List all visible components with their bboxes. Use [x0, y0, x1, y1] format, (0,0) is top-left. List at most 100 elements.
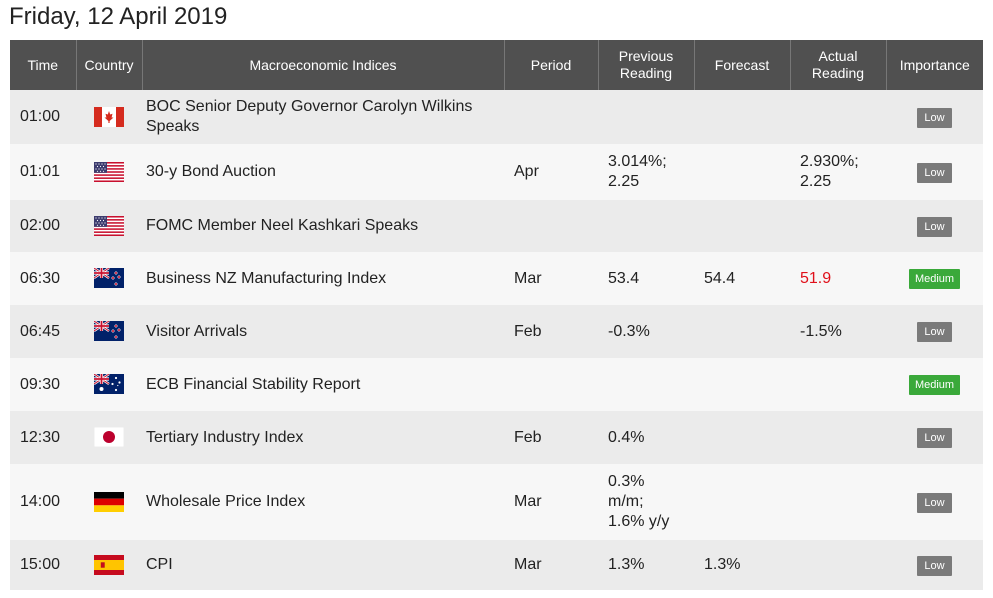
- row-actual: [790, 90, 886, 144]
- row-time: 14:00: [10, 464, 76, 540]
- row-event: CPI: [142, 540, 504, 590]
- row-previous: [598, 200, 694, 252]
- row-event: ECB Financial Stability Report: [142, 358, 504, 411]
- table-row: 01:00 BOC Senior Deputy Governor Carolyn …: [10, 90, 983, 144]
- row-importance: Low: [886, 200, 983, 252]
- row-previous: 53.4: [598, 252, 694, 305]
- row-period: [504, 200, 598, 252]
- row-period: Mar: [504, 252, 598, 305]
- row-country: [76, 464, 142, 540]
- header-importance: Importance: [885, 40, 983, 90]
- row-event: BOC Senior Deputy Governor Carolyn Wilki…: [142, 90, 504, 144]
- header-previous: Previous Reading: [597, 40, 694, 90]
- table-row: 01:01 30-y Bond Auction Apr 3.014%; 2.25 2.9…: [10, 144, 983, 200]
- row-actual: [790, 200, 886, 252]
- header-actual: Actual Reading: [789, 40, 886, 90]
- importance-badge: Low: [917, 107, 952, 128]
- table-row: 09:30 ECB Financial Stability Report Mediu…: [10, 358, 983, 411]
- importance-badge: Medium: [908, 269, 961, 289]
- row-importance: Low: [886, 411, 983, 464]
- row-forecast: [694, 464, 790, 540]
- row-actual: [790, 358, 886, 411]
- row-forecast: 1.3%: [694, 540, 790, 590]
- table-row: 12:30 Tertiary Industry Index Feb 0.4% Low: [10, 411, 983, 464]
- importance-badge: Medium: [908, 375, 961, 395]
- row-time: 02:00: [10, 200, 76, 252]
- canada-flag-icon: [94, 106, 124, 127]
- row-actual: [790, 464, 886, 540]
- row-event: 30-y Bond Auction: [142, 144, 504, 200]
- row-period: [504, 90, 598, 144]
- row-importance: Medium: [886, 358, 983, 411]
- row-event: Visitor Arrivals: [142, 305, 504, 358]
- row-time: 15:00: [10, 540, 76, 590]
- row-period: Mar: [504, 540, 598, 590]
- header-period: Period: [503, 40, 598, 90]
- usa-flag-icon: [94, 215, 124, 236]
- row-forecast: [694, 144, 790, 200]
- row-period: Feb: [504, 411, 598, 464]
- row-previous: [598, 358, 694, 411]
- row-event: FOMC Member Neel Kashkari Speaks: [142, 200, 504, 252]
- header-event: Macroeconomic Indices: [141, 40, 504, 90]
- japan-flag-icon: [94, 427, 124, 448]
- row-previous: 0.4%: [598, 411, 694, 464]
- importance-badge: Low: [917, 428, 952, 448]
- table-row: 06:30 Business NZ Manufacturing Index Mar 5…: [10, 252, 983, 305]
- row-country: [76, 540, 142, 590]
- row-importance: Low: [886, 540, 983, 590]
- header-time: Time: [10, 40, 76, 90]
- row-event: Business NZ Manufacturing Index: [142, 252, 504, 305]
- row-forecast: 54.4: [694, 252, 790, 305]
- new-zealand-flag-icon: [94, 321, 124, 342]
- economic-calendar-table: Time Country Macroeconomic Indices Perio…: [10, 40, 983, 590]
- row-country: [76, 252, 142, 305]
- row-time: 01:00: [10, 90, 76, 144]
- row-time: 01:01: [10, 144, 76, 200]
- row-time: 06:45: [10, 305, 76, 358]
- row-country: [76, 411, 142, 464]
- row-time: 12:30: [10, 411, 76, 464]
- row-forecast: [694, 305, 790, 358]
- row-actual: 2.930%; 2.25: [790, 144, 886, 200]
- table-row: 15:00 CPI Mar 1.3% 1.3% Low: [10, 540, 983, 590]
- row-country: [76, 200, 142, 252]
- new-zealand-flag-icon: [94, 268, 124, 289]
- row-country: [76, 90, 142, 144]
- row-importance: Medium: [886, 252, 983, 305]
- spain-flag-icon: [94, 554, 124, 575]
- table-row: 14:00 Wholesale Price Index Mar 0.3% m/m; 1…: [10, 464, 983, 540]
- table-header-row: Time Country Macroeconomic Indices Perio…: [10, 40, 983, 90]
- row-forecast: [694, 200, 790, 252]
- table-row: 06:45 Visitor Arrivals Feb -0.3% -1.5% Low: [10, 305, 983, 358]
- row-importance: Low: [886, 144, 983, 200]
- row-actual: -1.5%: [790, 305, 886, 358]
- row-period: Apr: [504, 144, 598, 200]
- row-forecast: [694, 90, 790, 144]
- row-event: Tertiary Industry Index: [142, 411, 504, 464]
- header-forecast: Forecast: [693, 40, 790, 90]
- row-period: Mar: [504, 464, 598, 540]
- row-previous: 1.3%: [598, 540, 694, 590]
- row-actual: 51.9: [790, 252, 886, 305]
- row-event: Wholesale Price Index: [142, 464, 504, 540]
- row-previous: 0.3% m/m; 1.6% y/y: [598, 464, 694, 540]
- row-time: 09:30: [10, 358, 76, 411]
- row-period: [504, 358, 598, 411]
- germany-flag-icon: [94, 491, 124, 512]
- row-previous: [598, 90, 694, 144]
- row-actual: [790, 540, 886, 590]
- importance-badge: Low: [917, 216, 952, 237]
- importance-badge: Low: [917, 162, 952, 183]
- row-time: 06:30: [10, 252, 76, 305]
- importance-badge: Low: [917, 492, 952, 513]
- page-title: Friday, 12 April 2019: [9, 3, 228, 30]
- australia-flag-icon: [94, 374, 124, 395]
- row-importance: Low: [886, 464, 983, 540]
- row-importance: Low: [886, 305, 983, 358]
- importance-badge: Low: [917, 555, 952, 576]
- row-previous: -0.3%: [598, 305, 694, 358]
- row-country: [76, 358, 142, 411]
- row-country: [76, 144, 142, 200]
- row-country: [76, 305, 142, 358]
